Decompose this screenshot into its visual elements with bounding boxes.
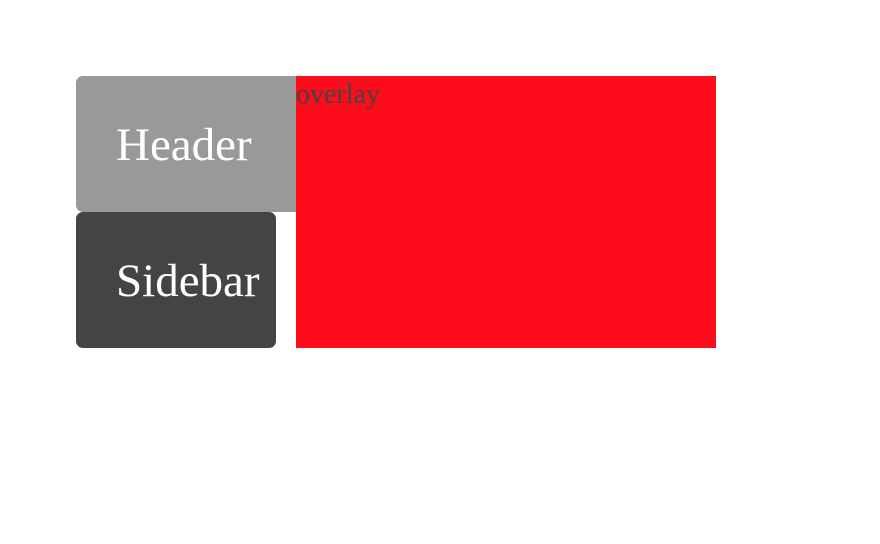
header-panel: Header: [76, 76, 316, 212]
header-label: Header: [116, 119, 252, 171]
overlay-label: overlay: [296, 79, 380, 110]
sidebar-label: Sidebar: [116, 255, 260, 307]
sidebar-panel: Sidebar: [76, 212, 276, 348]
overlay-panel: overlay: [296, 76, 716, 348]
